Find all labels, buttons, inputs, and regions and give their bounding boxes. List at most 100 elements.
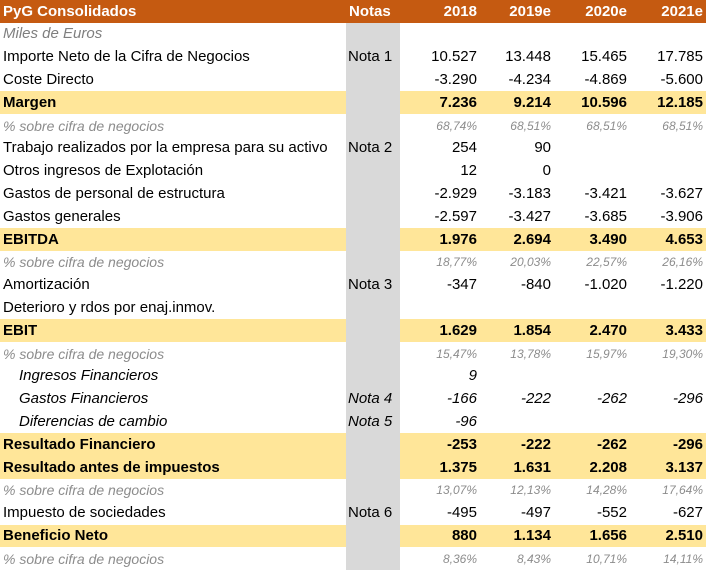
- table-row: Gastos de personal de estructura -2.929 -3…: [0, 182, 706, 206]
- row-value: 880: [400, 524, 480, 548]
- row-nota: [346, 250, 400, 274]
- row-value: -840: [520, 276, 551, 294]
- row-value: 2.694: [480, 228, 554, 251]
- row-nota: [346, 524, 400, 548]
- table-row: Ingresos Financieros 9: [0, 364, 706, 388]
- row-label: Impuesto de sociedades: [3, 504, 166, 522]
- row-label: % sobre cifra de negocios: [3, 345, 165, 362]
- row-label: Margen: [0, 91, 346, 115]
- year-header: 2019e: [480, 0, 554, 23]
- row-value: 2.510: [630, 524, 706, 548]
- row-label: Resultado antes de impuestos: [0, 456, 346, 479]
- row-value: 12: [460, 162, 477, 180]
- row-label: Coste Directo: [3, 70, 94, 88]
- row-value: -552: [596, 504, 627, 522]
- row-label: Diferencias de cambio: [19, 412, 168, 430]
- row-value: -296: [630, 433, 706, 457]
- row-nota: Nota 3: [346, 273, 400, 297]
- row-nota: [346, 478, 400, 502]
- row-value: [554, 160, 630, 183]
- table-row: Importe Neto de la Cifra de Negocios Nota…: [0, 45, 706, 69]
- row-value: [554, 23, 630, 46]
- row-value: 90: [534, 139, 551, 157]
- row-label: Otros ingresos de Explotación: [3, 162, 204, 180]
- row-label: Miles de Euros: [3, 25, 103, 43]
- row-value: 10.596: [554, 91, 630, 115]
- row-value: 68,51%: [586, 118, 627, 133]
- row-nota: [346, 182, 400, 206]
- row-label: Gastos de personal de estructura: [3, 184, 225, 202]
- row-value: -2.929: [434, 184, 477, 202]
- row-value: -96: [455, 412, 477, 430]
- table-row: Gastos generales -2.597 -3.427 -3.685 -3.906: [0, 205, 706, 229]
- table-row: EBIT 1.629 1.854 2.470 3.433: [0, 319, 706, 343]
- year-header: 2018: [400, 0, 480, 23]
- row-value: -3.421: [584, 184, 627, 202]
- row-value: -222: [480, 433, 554, 457]
- row-nota: Nota 1: [346, 45, 400, 69]
- row-nota: [346, 159, 400, 183]
- row-value: 1.976: [400, 228, 480, 251]
- row-value: 15,47%: [436, 346, 477, 361]
- row-value: -3.906: [660, 207, 703, 225]
- row-value: -3.627: [660, 184, 703, 202]
- row-value: 9: [468, 367, 477, 385]
- row-value: 13.448: [505, 48, 551, 66]
- row-label: % sobre cifra de negocios: [3, 254, 165, 271]
- row-nota: [346, 342, 400, 365]
- row-label: % sobre cifra de negocios: [3, 550, 165, 567]
- row-label: Gastos Financieros: [19, 390, 149, 408]
- table-row: Miles de Euros: [0, 23, 706, 46]
- table-row: % sobre cifra de negocios 8,36% 8,43% 10,71…: [0, 547, 706, 570]
- row-value: 1.854: [480, 319, 554, 343]
- row-value: 4.653: [630, 228, 706, 251]
- row-nota: [346, 205, 400, 229]
- row-value: 26,16%: [662, 255, 703, 270]
- row-value: 7.236: [400, 91, 480, 115]
- row-value: 14,11%: [663, 551, 703, 566]
- row-value: 3.490: [554, 228, 630, 251]
- row-value: [480, 297, 554, 320]
- row-value: -253: [400, 433, 480, 457]
- row-label: Beneficio Neto: [0, 524, 346, 548]
- row-label: Amortización: [3, 276, 90, 294]
- row-value: 13,07%: [436, 483, 477, 498]
- row-nota: [346, 456, 400, 479]
- row-value: 68,51%: [510, 118, 551, 133]
- table-row: % sobre cifra de negocios 15,47% 13,78% 15,…: [0, 342, 706, 365]
- row-value: 2.470: [554, 319, 630, 343]
- row-value: 68,74%: [436, 118, 477, 133]
- row-value: -4.234: [508, 70, 551, 88]
- row-value: -262: [554, 433, 630, 457]
- table-row: Diferencias de cambio Nota 5 -96: [0, 410, 706, 434]
- row-value: [480, 23, 554, 46]
- row-value: 9.214: [480, 91, 554, 115]
- row-value: -222: [520, 390, 551, 408]
- row-value: 10.527: [431, 48, 477, 66]
- row-value: 10,71%: [586, 551, 627, 566]
- table-row: Otros ingresos de Explotación 12 0: [0, 159, 706, 183]
- table-row: Impuesto de sociedades Nota 6 -495 -497 -552…: [0, 501, 706, 525]
- table-row: Margen 7.236 9.214 10.596 12.185: [0, 91, 706, 115]
- row-value: 20,03%: [510, 255, 551, 270]
- table-body: Miles de Euros Importe Neto de la Cifra d…: [0, 23, 706, 570]
- row-value: -627: [672, 504, 703, 522]
- row-value: -2.597: [434, 207, 477, 225]
- row-value: 13,78%: [510, 346, 551, 361]
- row-nota: [346, 547, 400, 570]
- row-nota: Nota 5: [346, 410, 400, 434]
- row-value: 68,51%: [662, 118, 703, 133]
- row-nota: [346, 228, 400, 251]
- row-value: 22,57%: [586, 255, 627, 270]
- row-nota: [346, 23, 400, 46]
- row-value: 0: [542, 162, 551, 180]
- row-value: -296: [672, 390, 703, 408]
- table-row: Deterioro y rdos por enaj.inmov.: [0, 296, 706, 320]
- row-value: 1.656: [554, 524, 630, 548]
- year-header: 2021e: [630, 0, 706, 23]
- row-nota: Nota 6: [346, 501, 400, 525]
- row-value: -3.183: [508, 184, 551, 202]
- row-value: -347: [446, 276, 477, 294]
- row-value: -1.020: [584, 276, 627, 294]
